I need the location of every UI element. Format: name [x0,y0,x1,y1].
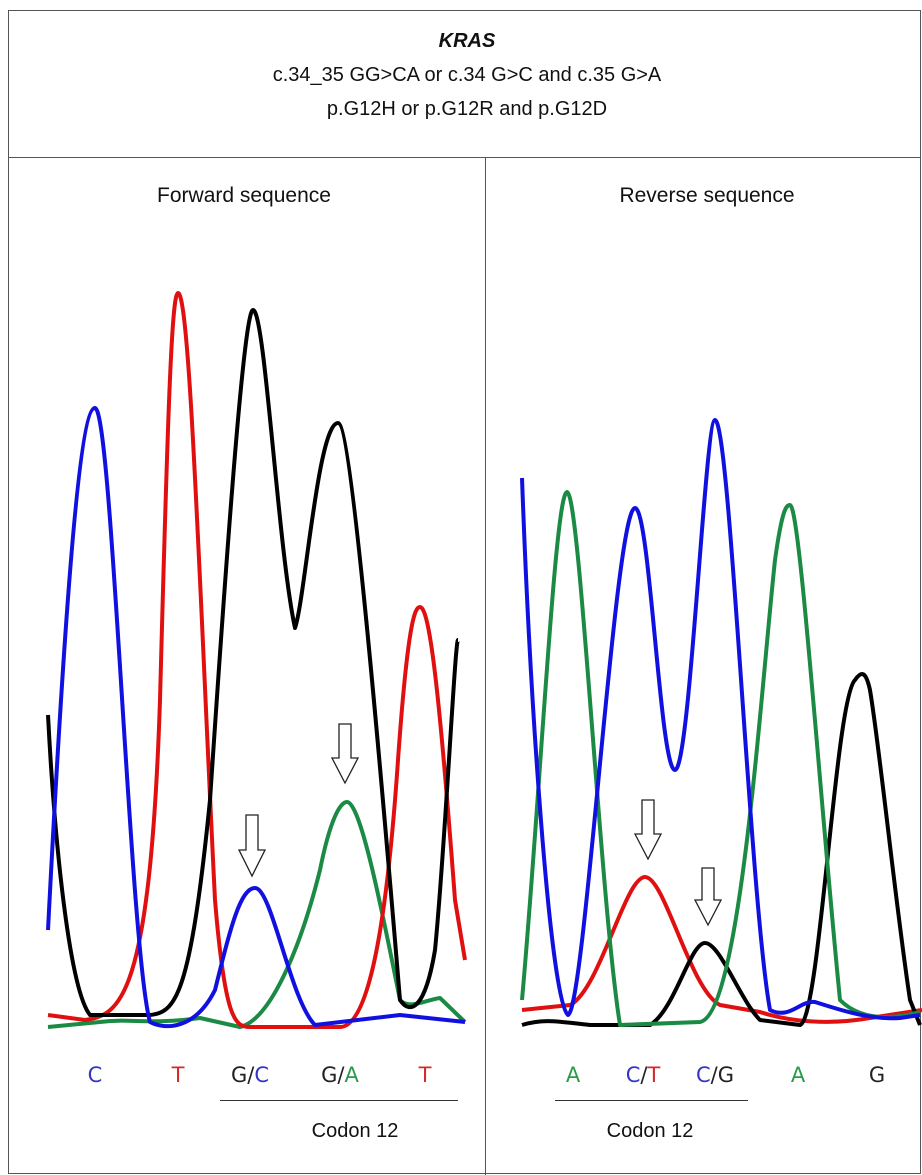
codon-label: Codon 12 [607,1120,694,1142]
base-letter: G [321,1063,337,1087]
base-letter: G [231,1063,247,1087]
cdna-change: c.34_35 GG>CA or c.34 G>C and c.35 G>A [273,64,662,86]
gene: KRAS [439,30,496,52]
base-letter: G [718,1063,734,1087]
base-call: C/G [696,1063,734,1087]
base-letter: A [566,1063,581,1087]
base-letter: G [869,1063,885,1087]
arrow [635,800,661,859]
base-letter: A [344,1063,359,1087]
protein-change: p.G12H or p.G12R and p.G12D [327,98,607,120]
base-letter: C [626,1063,641,1087]
trace-g [522,674,920,1025]
base-call: T [171,1063,185,1087]
base-letter: C [254,1063,269,1087]
panel-title: Forward sequence [157,184,331,207]
panel-title: Reverse sequence [619,184,794,207]
trace-g [48,310,458,1015]
base-letter: C [88,1063,103,1087]
reverse-traces [522,420,922,1025]
base-call: G [869,1063,885,1087]
arrow [695,868,721,925]
figure: KRAS c.34_35 GG>CA or c.34 G>C and c.35 … [0,0,922,1175]
forward-traces [48,293,465,1027]
base-letter: A [791,1063,806,1087]
base-call: G/A [321,1063,359,1087]
arrow [332,724,358,783]
base-letter: T [646,1063,660,1087]
codon-label: Codon 12 [312,1120,399,1142]
base-letter: T [171,1063,185,1087]
base-letter: C [696,1063,711,1087]
base-call: T [418,1063,432,1087]
base-call: C/T [626,1063,661,1087]
arrow [239,815,265,876]
trace-t [48,293,465,1027]
base-call: A [566,1063,581,1087]
base-call: C [88,1063,103,1087]
base-call: G/C [231,1063,269,1087]
base-letter: T [418,1063,432,1087]
base-call: A [791,1063,806,1087]
arrows [239,724,721,925]
trace-c [522,420,920,1018]
